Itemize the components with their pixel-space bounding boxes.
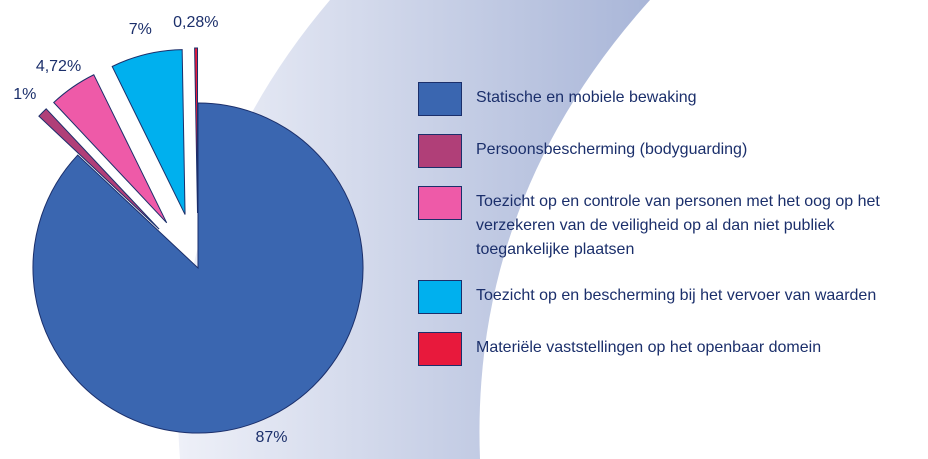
- legend-label: Toezicht op en bescherming bij het vervo…: [476, 287, 877, 304]
- legend-swatch: [418, 134, 462, 168]
- legend-swatch: [418, 186, 462, 220]
- pie-slice: [111, 49, 186, 215]
- legend-item: Toezicht op en controle van personen met…: [418, 186, 923, 262]
- pie-slice: [53, 74, 168, 224]
- pie-slice: [32, 102, 364, 434]
- data-label: 1%: [13, 86, 36, 103]
- data-label: 4,72%: [36, 58, 81, 75]
- legend-item: Statische en mobiele bewaking: [418, 82, 923, 116]
- data-label: 0,28%: [173, 14, 218, 31]
- legend-label: Statische en mobiele bewaking: [476, 89, 697, 106]
- legend-label: Persoonsbescherming (bodyguarding): [476, 141, 748, 158]
- legend-swatch: [418, 332, 462, 366]
- legend-swatch: [418, 82, 462, 116]
- legend: Statische en mobiele bewaking Persoonsbes…: [418, 82, 923, 384]
- legend-swatch: [418, 280, 462, 314]
- data-label: 87%: [255, 429, 287, 446]
- pie-slice: [38, 108, 160, 230]
- legend-label: Materiële vaststellingen op het openbaar…: [476, 339, 822, 356]
- legend-item: Materiële vaststellingen op het openbaar…: [418, 332, 923, 366]
- legend-item: Toezicht op en bescherming bij het vervo…: [418, 280, 923, 314]
- legend-item: Persoonsbescherming (bodyguarding): [418, 134, 923, 168]
- legend-label: Toezicht op en controle van personen met…: [476, 193, 880, 258]
- data-label: 7%: [129, 21, 152, 38]
- pie-slice: [194, 47, 199, 214]
